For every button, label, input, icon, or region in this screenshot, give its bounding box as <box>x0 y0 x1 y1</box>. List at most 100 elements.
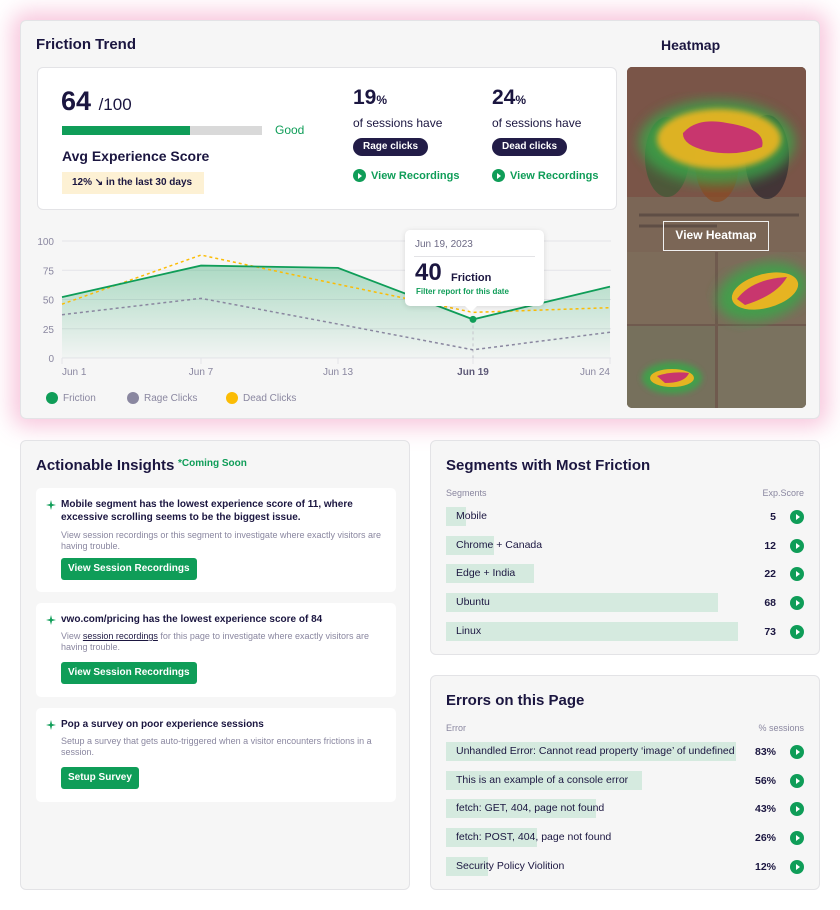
play-icon <box>353 169 366 182</box>
rage-view-recordings-link[interactable]: View Recordings <box>353 169 459 182</box>
dead-sessions-text: of sessions have <box>492 116 582 130</box>
row-label: fetch: POST, 404, page not found <box>456 831 612 844</box>
play-icon[interactable] <box>790 773 804 788</box>
experience-score-value: 64 <box>61 86 92 116</box>
row-bar <box>446 828 537 848</box>
heatmap-preview[interactable]: View Heatmap <box>627 67 806 408</box>
score-summary-box: 64 /100 Good Avg Experience Score 12% ↘ … <box>37 67 617 210</box>
sparkle-icon <box>46 500 56 510</box>
rage-view-recordings-label: View Recordings <box>371 169 460 182</box>
row-label: Linux <box>456 624 482 637</box>
dead-clicks-pill: Dead clicks <box>492 138 568 156</box>
error-column-header: Error <box>446 723 466 733</box>
error-row[interactable]: Unhandled Error: Cannot read property ‘i… <box>446 742 819 761</box>
segments-card: Segments with Most Friction Segments Exp… <box>430 440 820 655</box>
row-bar <box>446 799 596 819</box>
play-icon[interactable] <box>790 802 804 817</box>
insight-item: vwo.com/pricing has the lowest experienc… <box>36 603 396 697</box>
avg-experience-score-label: Avg Experience Score <box>62 148 210 164</box>
dead-clicks-value: 24 <box>492 86 516 109</box>
row-value: 43% <box>754 803 776 816</box>
play-icon[interactable] <box>790 567 804 582</box>
errors-title: Errors on this Page <box>446 692 585 709</box>
legend-dot-icon <box>226 392 238 404</box>
insight-title: Pop a survey on poor experience sessions <box>61 719 264 730</box>
filter-report-link[interactable]: Filter report for this date <box>416 287 509 296</box>
dead-view-recordings-link[interactable]: View Recordings <box>492 169 598 182</box>
row-value: 56% <box>754 774 776 787</box>
experience-score-max: /100 <box>98 95 132 114</box>
actionable-insights-card: Actionable Insights *Coming Soon Mobile … <box>20 440 410 890</box>
segment-row[interactable]: Mobile 5 <box>446 507 819 526</box>
legend-dot-icon <box>127 392 139 404</box>
heatmap-image <box>627 67 806 408</box>
insight-description: Setup a survey that gets auto-triggered … <box>61 736 372 757</box>
segment-row[interactable]: Ubuntu 68 <box>446 593 819 613</box>
row-bar <box>446 507 466 526</box>
setup-survey-button[interactable]: Setup Survey <box>61 767 139 789</box>
insight-desc-pre: View <box>61 631 83 641</box>
view-heatmap-button[interactable]: View Heatmap <box>663 221 769 251</box>
segment-row[interactable]: Edge + India 22 <box>446 564 819 584</box>
row-value: 73 <box>764 625 776 638</box>
segment-row[interactable]: Chrome + Canada 12 <box>446 535 819 555</box>
play-icon[interactable] <box>790 510 804 524</box>
row-value: 12% <box>754 860 776 873</box>
play-icon[interactable] <box>790 745 804 759</box>
segments-column-header: Segments <box>446 488 487 498</box>
svg-text:Jun 1: Jun 1 <box>62 367 87 378</box>
coming-soon-badge: *Coming Soon <box>178 458 247 469</box>
legend-rage-clicks[interactable]: Rage Clicks <box>127 392 197 404</box>
friction-trend-chart: 0 25 50 75 100 Jun 1 Jun 7 Jun 13 Jun 19 Jun 24 <box>37 237 611 378</box>
tooltip-value: 40 <box>415 259 442 286</box>
rage-clicks-value: 19 <box>353 86 377 109</box>
row-bar <box>446 770 642 790</box>
view-session-recordings-button[interactable]: View Session Recordings <box>61 662 197 684</box>
row-value: 26% <box>754 832 776 845</box>
error-row[interactable]: fetch: POST, 404, page not found 26% <box>446 828 819 848</box>
svg-text:Jun 13: Jun 13 <box>323 367 353 378</box>
play-icon[interactable] <box>790 596 804 611</box>
play-icon[interactable] <box>790 538 804 553</box>
row-label: Mobile <box>456 510 487 522</box>
row-value: 68 <box>764 597 776 610</box>
row-bar <box>446 564 534 584</box>
row-label: Unhandled Error: Cannot read property ‘i… <box>456 745 735 757</box>
legend-rage-label: Rage Clicks <box>144 392 198 404</box>
view-session-recordings-button[interactable]: View Session Recordings <box>61 558 197 580</box>
insight-desc-post: for this page to investigate where exact… <box>61 631 370 652</box>
row-label: Edge + India <box>456 567 516 580</box>
row-bar <box>446 856 488 876</box>
error-row[interactable]: Security Policy Violition 12% <box>446 856 819 876</box>
row-bar <box>446 535 494 555</box>
row-label: Chrome + Canada <box>456 538 543 551</box>
row-label: Ubuntu <box>456 596 490 609</box>
row-label: fetch: GET, 404, page not found <box>456 802 605 815</box>
score-progress-bar <box>62 126 262 135</box>
insight-description: View session recordings for this page to… <box>61 631 381 653</box>
play-icon[interactable] <box>790 624 804 639</box>
highlight-point[interactable] <box>469 315 477 323</box>
row-label: Security Policy Violition <box>456 859 565 872</box>
svg-text:25: 25 <box>43 325 55 336</box>
error-row[interactable]: fetch: GET, 404, page not found 43% <box>446 799 819 819</box>
legend-dead-label: Dead Clicks <box>243 392 297 404</box>
chart-tooltip: Jun 19, 2023 40 Friction Filter report f… <box>405 230 544 312</box>
legend-dead-clicks[interactable]: Dead Clicks <box>226 392 296 404</box>
segment-row[interactable]: Linux 73 <box>446 621 819 641</box>
play-icon[interactable] <box>790 859 804 874</box>
row-value: 83% <box>754 746 776 758</box>
dead-clicks-percent: 24% <box>492 86 526 110</box>
legend-dot-icon <box>46 392 58 404</box>
experience-score: 64 /100 <box>61 86 132 117</box>
session-recordings-link[interactable]: session recordings <box>82 631 158 641</box>
friction-area <box>62 265 610 358</box>
play-icon[interactable] <box>790 831 804 846</box>
row-value: 22 <box>764 568 776 581</box>
exp-score-column-header: Exp.Score <box>762 488 804 498</box>
row-bar <box>446 621 738 641</box>
legend-friction[interactable]: Friction <box>46 392 96 404</box>
error-row[interactable]: This is an example of a console error 56% <box>446 770 819 790</box>
dead-clicks-line <box>61 254 611 314</box>
legend-friction-label: Friction <box>63 392 96 404</box>
